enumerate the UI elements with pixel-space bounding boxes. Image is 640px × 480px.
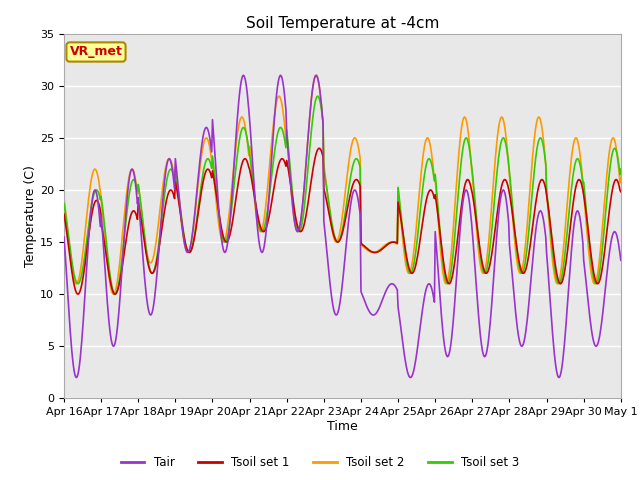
Tsoil set 1 — [445, 280, 452, 286]
Tsoil set 2 — [109, 291, 117, 297]
Tsoil set 3 — [445, 280, 452, 286]
Tsoil set 2 — [207, 152, 215, 157]
Text: VR_met: VR_met — [70, 46, 122, 59]
Tsoil set 1 — [74, 291, 82, 297]
Title: Soil Temperature at -4cm: Soil Temperature at -4cm — [246, 16, 439, 31]
Tsoil set 1 — [335, 238, 343, 244]
Tair — [568, 250, 575, 255]
Line: Tsoil set 2: Tsoil set 2 — [64, 75, 621, 294]
Legend: Tair, Tsoil set 1, Tsoil set 2, Tsoil set 3: Tair, Tsoil set 1, Tsoil set 2, Tsoil se… — [116, 452, 524, 474]
Tsoil set 3 — [335, 238, 343, 243]
Y-axis label: Temperature (C): Temperature (C) — [24, 165, 37, 267]
Tair — [72, 375, 80, 381]
Tsoil set 3 — [111, 291, 119, 297]
Tsoil set 1 — [568, 215, 575, 221]
X-axis label: Time: Time — [327, 420, 358, 433]
Tsoil set 1 — [617, 189, 625, 194]
Tair — [390, 281, 397, 287]
Tair — [239, 72, 247, 78]
Tair — [445, 353, 452, 359]
Line: Tair: Tair — [64, 75, 621, 378]
Tair — [183, 249, 191, 255]
Tair — [207, 143, 215, 149]
Tsoil set 3 — [183, 246, 191, 252]
Tsoil set 3 — [60, 201, 68, 206]
Tair — [60, 234, 68, 240]
Tsoil set 3 — [207, 162, 215, 168]
Tsoil set 1 — [207, 172, 215, 178]
Tsoil set 3 — [314, 93, 321, 99]
Tsoil set 2 — [568, 156, 575, 162]
Tsoil set 1 — [183, 246, 191, 252]
Tsoil set 3 — [568, 187, 575, 193]
Tair — [617, 257, 625, 263]
Tsoil set 3 — [617, 166, 625, 172]
Tsoil set 1 — [316, 145, 323, 151]
Tsoil set 1 — [60, 211, 68, 217]
Line: Tsoil set 3: Tsoil set 3 — [64, 96, 621, 294]
Tsoil set 2 — [335, 232, 343, 238]
Tsoil set 2 — [183, 249, 191, 255]
Tsoil set 2 — [60, 195, 68, 201]
Tsoil set 3 — [390, 239, 397, 245]
Tsoil set 1 — [390, 239, 397, 245]
Tsoil set 2 — [617, 175, 625, 180]
Tsoil set 2 — [390, 240, 397, 245]
Tair — [335, 304, 343, 310]
Line: Tsoil set 1: Tsoil set 1 — [64, 148, 621, 294]
Tsoil set 2 — [445, 275, 452, 280]
Tsoil set 2 — [312, 72, 320, 78]
